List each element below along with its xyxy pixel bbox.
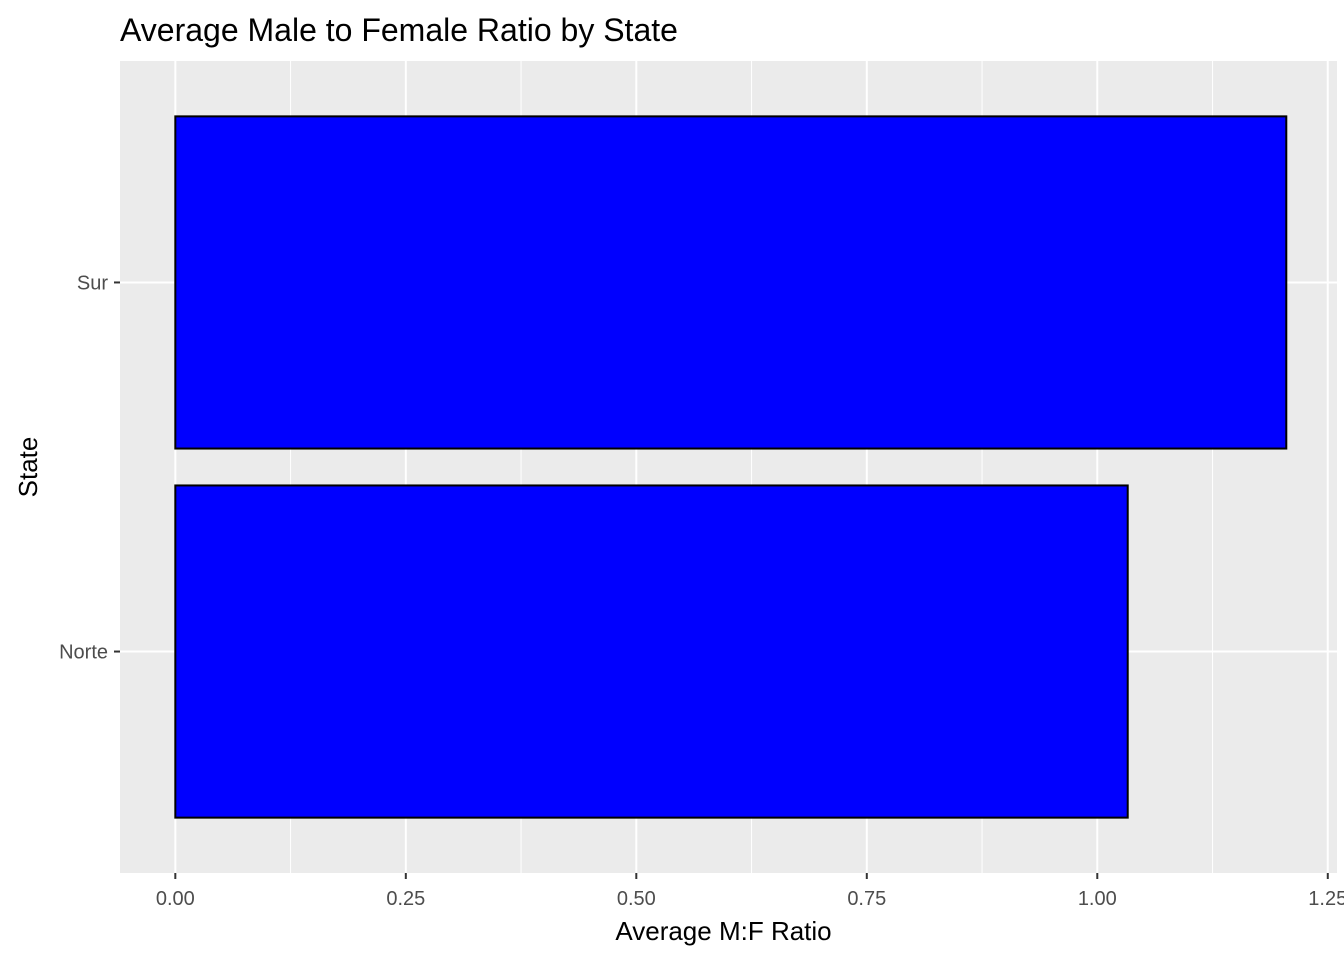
bar-norte <box>174 484 1129 819</box>
x-tick-label: 0.75 <box>847 888 886 910</box>
axes: 0.00 0.25 0.50 0.75 1.00 1.25 Norte Sur <box>59 272 1344 910</box>
y-tick-label-norte: Norte <box>59 642 108 664</box>
x-tick-label: 1.00 <box>1078 888 1117 910</box>
x-tick-label: 0.50 <box>617 888 656 910</box>
y-axis-title: State <box>13 437 43 498</box>
x-axis-title: Average M:F Ratio <box>615 916 831 946</box>
y-tick-label-sur: Sur <box>77 272 108 294</box>
chart-title: Average Male to Female Ratio by State <box>120 12 678 48</box>
x-tick-label: 0.25 <box>386 888 425 910</box>
bars <box>174 115 1288 819</box>
x-tick-label: 1.25 <box>1308 888 1344 910</box>
bar-sur <box>174 115 1288 450</box>
x-tick-label: 0.00 <box>156 888 195 910</box>
